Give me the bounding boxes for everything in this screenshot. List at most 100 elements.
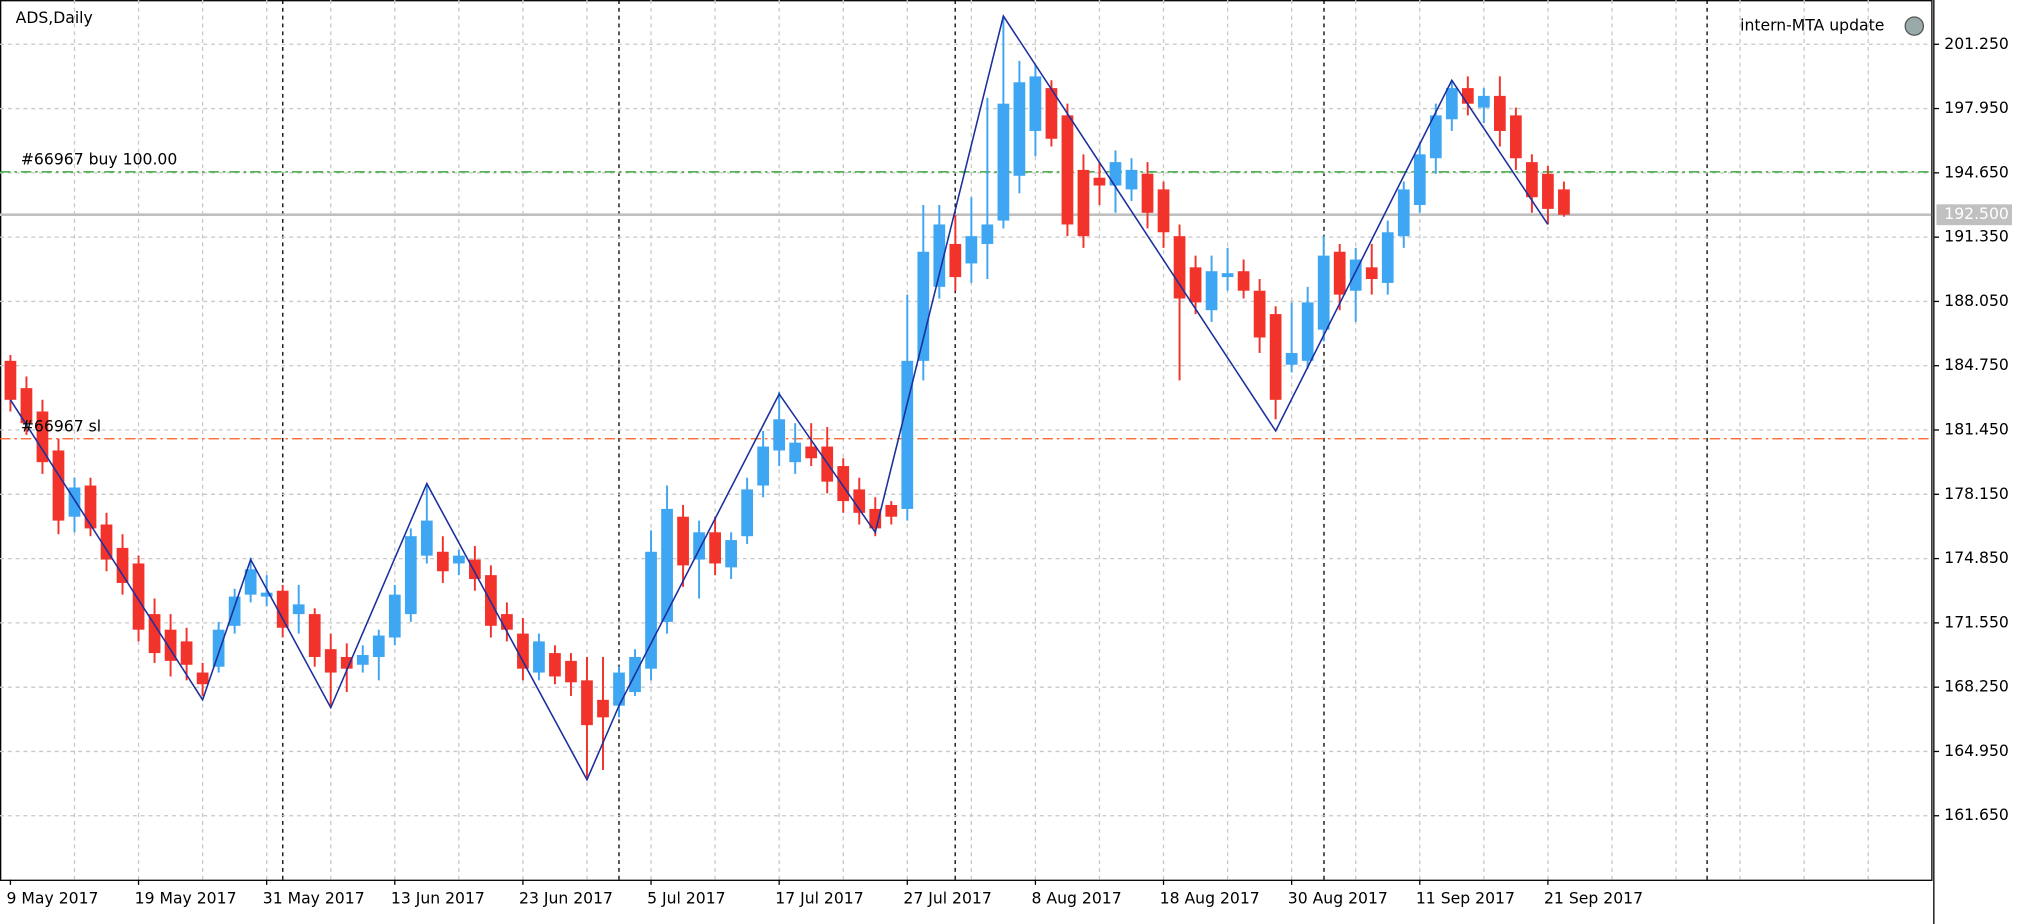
x-tick-label: 13 Jun 2017 bbox=[391, 889, 485, 908]
candle-body bbox=[997, 103, 1010, 221]
candle-body bbox=[1221, 273, 1234, 278]
x-tick-label: 17 Jul 2017 bbox=[775, 889, 863, 908]
candle-body bbox=[597, 699, 609, 718]
candle-body bbox=[1413, 154, 1426, 205]
candle-body bbox=[901, 360, 914, 509]
candle-body bbox=[1269, 314, 1282, 400]
candle-body bbox=[517, 633, 529, 669]
candle-body bbox=[244, 569, 257, 595]
candle-body bbox=[1173, 236, 1186, 299]
candle-body bbox=[853, 489, 866, 513]
candle-body bbox=[276, 590, 289, 628]
x-tick-label: 18 Aug 2017 bbox=[1160, 889, 1260, 908]
marks bbox=[0, 14, 1932, 782]
candle-body bbox=[180, 641, 193, 665]
candle-body bbox=[917, 251, 930, 361]
candle-body bbox=[757, 446, 770, 486]
order-level-label: #66967 buy 100.00 bbox=[21, 150, 177, 169]
candle-body bbox=[981, 224, 994, 244]
candle-body bbox=[1510, 115, 1522, 159]
candle-body bbox=[965, 236, 978, 264]
candle-body bbox=[68, 487, 81, 517]
candle-body bbox=[1237, 271, 1250, 291]
y-tick-label: 201.250 bbox=[1944, 34, 2009, 53]
x-tick-label: 9 May 2017 bbox=[7, 889, 99, 908]
y-tick-label: 181.450 bbox=[1944, 420, 2009, 439]
candle-body bbox=[1526, 162, 1538, 198]
candle-body bbox=[1333, 251, 1346, 295]
candle-body bbox=[1061, 115, 1074, 225]
x-tick-label: 8 Aug 2017 bbox=[1032, 889, 1122, 908]
y-tick-label: 161.650 bbox=[1944, 805, 2009, 824]
x-tick-label: 27 Jul 2017 bbox=[903, 889, 991, 908]
y-tick-label: 168.250 bbox=[1944, 677, 2009, 696]
candle-body bbox=[1013, 82, 1026, 176]
zigzag-line bbox=[9, 14, 1549, 782]
candle-body bbox=[933, 224, 946, 287]
order-level-label: #66967 sl bbox=[21, 417, 101, 436]
candle-body bbox=[1045, 88, 1058, 139]
x-tick-label: 5 Jul 2017 bbox=[647, 889, 726, 908]
x-tick-label: 23 Jun 2017 bbox=[519, 889, 613, 908]
candle-body bbox=[84, 485, 97, 529]
indicator-label: intern-MTA update bbox=[1740, 16, 1884, 35]
candle-body bbox=[52, 450, 65, 521]
candle-body bbox=[661, 508, 673, 622]
candle-body bbox=[1477, 95, 1490, 108]
candle-body bbox=[356, 655, 369, 665]
plot-frame bbox=[0, 0, 1933, 881]
candle-body bbox=[885, 505, 898, 517]
y-tick-label: 184.750 bbox=[1944, 355, 2009, 374]
candle-body bbox=[388, 594, 401, 638]
candle-body bbox=[549, 653, 561, 677]
candle-body bbox=[1542, 173, 1554, 209]
price-label: 192.500 bbox=[1944, 204, 2009, 223]
candle-body bbox=[869, 508, 882, 529]
candle-body bbox=[709, 532, 721, 564]
x-tick-label: 11 Sep 2017 bbox=[1416, 889, 1515, 908]
candle-body bbox=[420, 520, 433, 556]
candle-body bbox=[949, 243, 962, 278]
x-tick-label: 31 May 2017 bbox=[263, 889, 365, 908]
y-tick-label: 164.950 bbox=[1944, 741, 2009, 760]
candle-body bbox=[1445, 88, 1458, 120]
y-tick-label: 197.950 bbox=[1944, 98, 2009, 117]
candle-body bbox=[1349, 259, 1362, 291]
y-tick-label: 188.050 bbox=[1944, 291, 2009, 310]
candle-body bbox=[260, 592, 273, 597]
x-tick-label: 21 Sep 2017 bbox=[1544, 889, 1643, 908]
candle-body bbox=[372, 635, 385, 657]
candle-body bbox=[228, 596, 241, 626]
candle-body bbox=[1205, 271, 1218, 311]
x-tick-label: 30 Aug 2017 bbox=[1288, 889, 1388, 908]
candle-body bbox=[100, 524, 113, 560]
candle-body bbox=[1029, 76, 1042, 131]
candle-body bbox=[1109, 162, 1122, 186]
y-tick-label: 174.850 bbox=[1944, 548, 2009, 567]
candle-body bbox=[1493, 95, 1506, 131]
chart-title: ADS,Daily bbox=[16, 8, 93, 27]
candle-body bbox=[436, 551, 449, 572]
y-tick-label: 178.150 bbox=[1944, 484, 2009, 503]
y-tick-label: 194.650 bbox=[1944, 162, 2009, 181]
candle-body bbox=[1397, 189, 1410, 237]
candle-body bbox=[308, 614, 321, 657]
candle-body bbox=[1157, 189, 1170, 233]
candle-body bbox=[340, 656, 353, 669]
candle-body bbox=[1381, 232, 1394, 283]
indicator-icon bbox=[1904, 16, 1925, 36]
candle-body bbox=[725, 540, 737, 568]
candle-body bbox=[645, 551, 657, 669]
candle-body bbox=[1077, 169, 1090, 237]
candle-body bbox=[164, 629, 177, 661]
candle-body bbox=[1253, 290, 1266, 338]
candle-body bbox=[212, 629, 225, 667]
candle-body bbox=[1189, 267, 1202, 303]
candle-body bbox=[1558, 189, 1570, 215]
grid bbox=[0, 0, 1932, 880]
candle-body bbox=[1317, 255, 1330, 330]
candle-body bbox=[196, 672, 209, 685]
candle-body bbox=[613, 672, 625, 706]
